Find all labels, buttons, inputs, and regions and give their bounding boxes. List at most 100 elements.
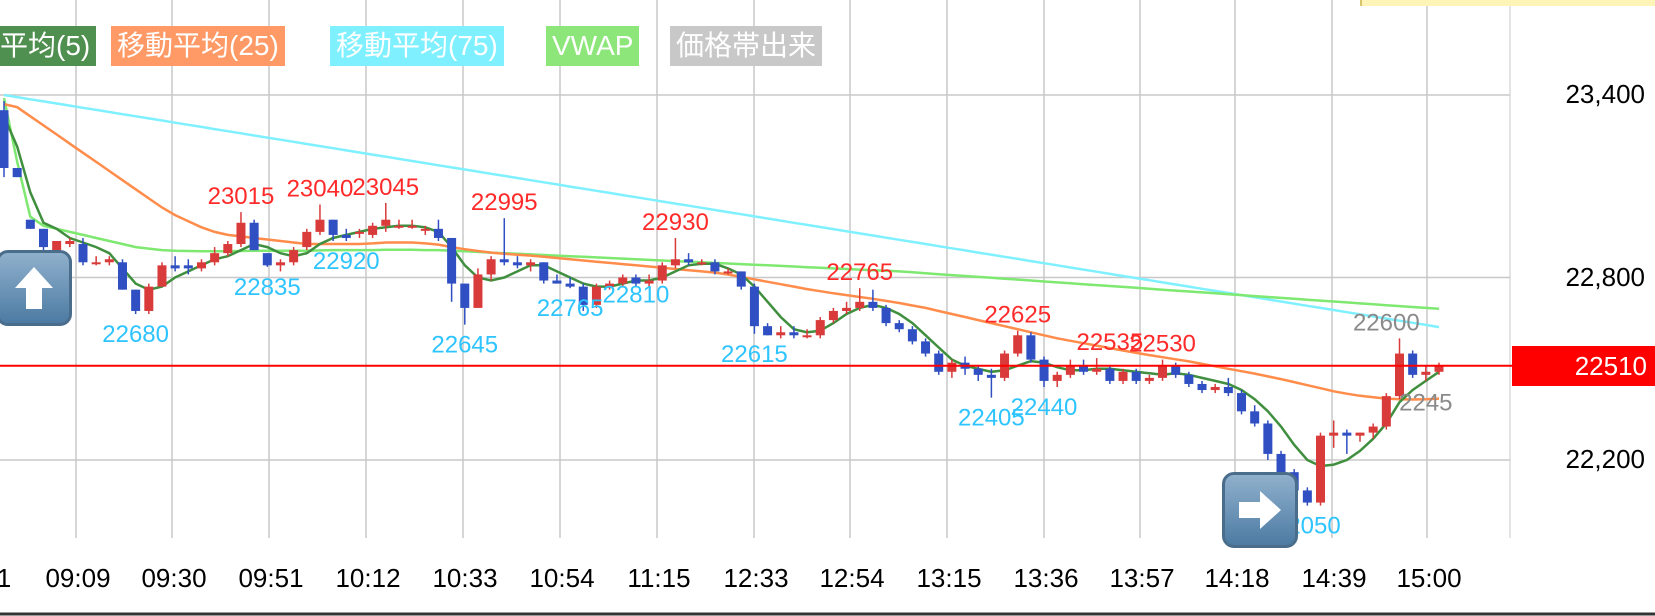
candle-body xyxy=(828,310,838,321)
candle-body xyxy=(789,332,799,336)
candle-body xyxy=(407,225,417,228)
candle-body xyxy=(881,307,891,324)
scroll-right-button[interactable] xyxy=(1222,472,1298,548)
low-price-label: 22440 xyxy=(1011,394,1078,421)
candle-body xyxy=(973,368,983,375)
x-tick-label: 10:54 xyxy=(529,563,595,593)
candle-body xyxy=(131,289,141,311)
high-price-label: 23040 xyxy=(287,176,354,203)
candle-body xyxy=(25,219,35,229)
gray-price-label: 22600 xyxy=(1353,309,1420,336)
candle-body xyxy=(855,301,865,308)
candle-body xyxy=(275,262,285,266)
candle-body xyxy=(802,335,812,338)
candle-body xyxy=(1223,387,1233,394)
candle-body xyxy=(1381,396,1391,427)
candle-body xyxy=(420,228,430,231)
candle-body xyxy=(1263,423,1273,454)
candle-body xyxy=(1421,371,1431,375)
candle-body xyxy=(986,374,996,378)
candle-body xyxy=(1316,435,1326,503)
x-tick-label: 13:36 xyxy=(1013,563,1079,593)
ma75-line xyxy=(3,93,1440,329)
candle-body xyxy=(512,262,522,266)
up-arrow-icon xyxy=(15,267,53,309)
scroll-up-button[interactable] xyxy=(0,250,72,326)
candle-body xyxy=(12,168,22,178)
candle-body xyxy=(1250,411,1260,424)
candle-body xyxy=(196,262,206,269)
x-tick-label: 1 xyxy=(0,563,12,593)
candle-body xyxy=(894,323,904,330)
x-tick-label: 11:15 xyxy=(627,563,691,593)
candle-body xyxy=(868,301,878,308)
candle-body xyxy=(684,259,694,263)
indicator-lines xyxy=(2,93,1440,468)
candle-body xyxy=(1118,371,1128,381)
x-tick-label: 12:54 xyxy=(819,563,885,593)
candle-body xyxy=(328,219,338,235)
low-price-label: 22680 xyxy=(102,321,169,348)
candle-body xyxy=(117,262,127,290)
candle-body xyxy=(1302,490,1312,503)
candle-body xyxy=(1039,359,1049,381)
x-tick-label: 15:00 xyxy=(1396,563,1462,593)
candle-body xyxy=(249,222,259,251)
candle-body xyxy=(1355,432,1365,436)
low-price-label: 22835 xyxy=(234,274,301,301)
candle-body xyxy=(104,259,114,263)
candle-body xyxy=(1276,453,1286,473)
candle-body xyxy=(91,262,101,265)
candle-body xyxy=(670,259,680,266)
candle-body xyxy=(65,241,75,245)
x-tick-label: 13:57 xyxy=(1109,563,1175,593)
low-price-label: 22810 xyxy=(603,281,670,308)
x-tick-label: 13:15 xyxy=(916,563,982,593)
candle-body xyxy=(315,219,325,232)
candle-body xyxy=(1210,387,1220,391)
candle-body xyxy=(486,259,496,275)
candle-body xyxy=(473,274,483,308)
candle-body xyxy=(763,326,773,336)
candle-body xyxy=(1329,432,1339,436)
candle-body xyxy=(447,237,457,284)
candle-body xyxy=(749,286,759,327)
candle-body xyxy=(38,228,48,248)
candle-body xyxy=(578,286,588,305)
candle-body xyxy=(1368,426,1378,433)
candle-body xyxy=(697,262,707,265)
candle-body xyxy=(776,332,786,336)
candle-body xyxy=(1158,365,1168,378)
candle-body xyxy=(618,277,628,284)
candle-body xyxy=(552,280,562,284)
high-price-label: 22625 xyxy=(984,302,1051,329)
candle-body xyxy=(302,231,312,248)
legend-ma5: 平均(5) xyxy=(0,26,97,66)
candle-body xyxy=(1065,365,1075,375)
high-price-label: 22995 xyxy=(471,189,538,216)
candle-body xyxy=(526,262,536,266)
x-tick-label: 10:33 xyxy=(432,563,498,593)
top-right-tab xyxy=(1360,0,1655,6)
candle-body xyxy=(52,241,62,251)
candle-body xyxy=(657,265,667,281)
candle-body xyxy=(947,362,957,372)
candle-body xyxy=(539,262,549,281)
ma5-line xyxy=(2,115,1440,468)
legend-ma25: 移動平均(25) xyxy=(111,26,285,66)
candle-body xyxy=(0,110,9,168)
candle-body xyxy=(934,353,944,372)
high-price-label: 23045 xyxy=(352,174,419,201)
candle-body xyxy=(223,244,233,254)
low-price-label: 22645 xyxy=(431,332,498,359)
candle-body xyxy=(433,228,443,238)
candle-body xyxy=(368,225,378,235)
candle-body xyxy=(1197,383,1207,391)
candle-body xyxy=(157,265,167,287)
candle-body xyxy=(381,219,391,226)
candle-body xyxy=(1184,374,1194,384)
right-arrow-icon xyxy=(1239,491,1281,529)
candle-body xyxy=(78,244,88,263)
candle-body xyxy=(183,265,193,269)
